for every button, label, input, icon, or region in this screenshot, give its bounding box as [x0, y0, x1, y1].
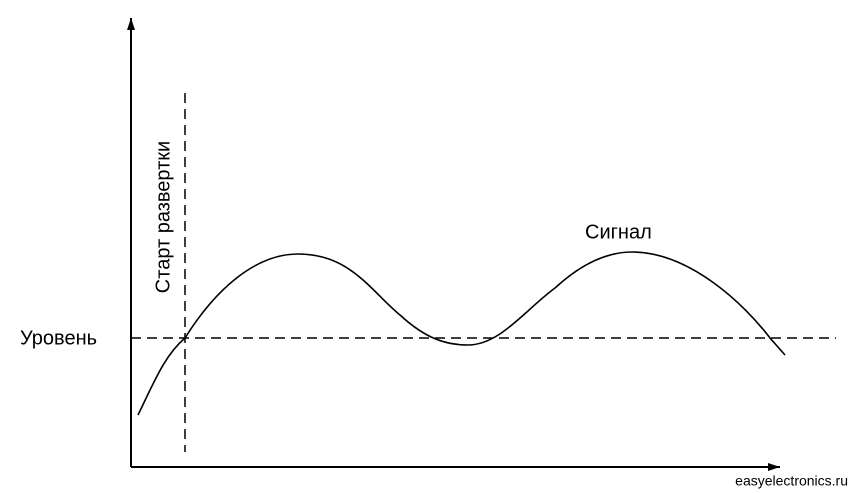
watermark: easyelectronics.ru	[735, 473, 848, 489]
signal-curve	[137, 251, 786, 416]
sweep-start-label: Старт развертки	[152, 141, 174, 293]
signal-label: Сигнал	[585, 221, 652, 243]
level-label: Уровень	[20, 327, 97, 349]
